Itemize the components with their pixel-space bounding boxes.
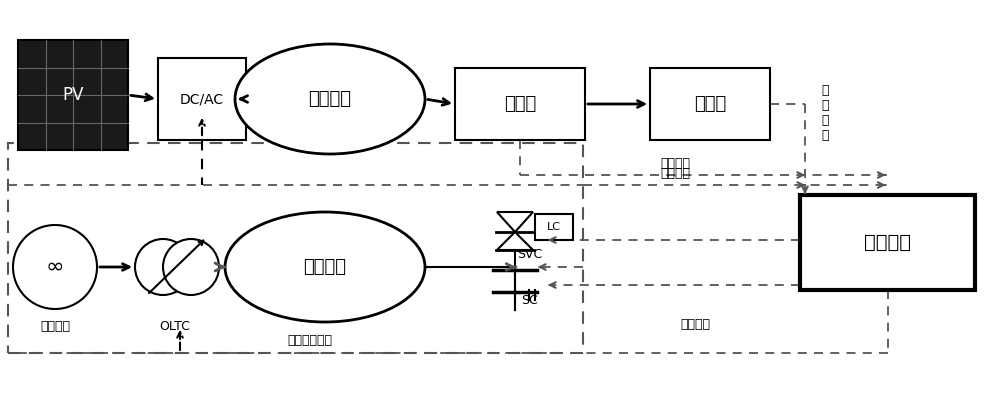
Bar xyxy=(535,214,573,240)
Text: 上级关口: 上级关口 xyxy=(40,320,70,333)
Text: DC/AC: DC/AC xyxy=(180,92,224,106)
Text: 功率平衡: 功率平衡 xyxy=(660,167,690,179)
Text: 电用户: 电用户 xyxy=(694,95,726,113)
Text: 电力市场环境: 电力市场环境 xyxy=(288,333,333,346)
Text: ∞: ∞ xyxy=(46,257,64,277)
Text: 电
能
质
量: 电 能 质 量 xyxy=(821,84,829,142)
Bar xyxy=(455,68,585,140)
Polygon shape xyxy=(497,212,533,232)
Ellipse shape xyxy=(13,225,97,309)
Text: 协调优化: 协调优化 xyxy=(864,233,911,252)
Ellipse shape xyxy=(225,212,425,322)
Text: 配电网: 配电网 xyxy=(504,95,536,113)
Bar xyxy=(800,195,975,290)
Text: SC: SC xyxy=(522,293,538,307)
Text: 状态参数: 状态参数 xyxy=(660,156,690,169)
Polygon shape xyxy=(497,232,533,250)
Text: 有功输出: 有功输出 xyxy=(309,90,352,108)
Text: 控制信号: 控制信号 xyxy=(680,318,710,331)
Ellipse shape xyxy=(235,44,425,154)
Bar xyxy=(8,143,583,353)
Text: 无功服务: 无功服务 xyxy=(304,258,347,276)
Ellipse shape xyxy=(163,239,219,295)
Text: OLTC: OLTC xyxy=(160,320,190,333)
Text: SVC: SVC xyxy=(517,248,543,261)
Text: PV: PV xyxy=(62,86,84,104)
Bar xyxy=(158,58,246,140)
Bar xyxy=(18,40,128,150)
Bar xyxy=(650,68,770,140)
Ellipse shape xyxy=(135,239,191,295)
Text: LC: LC xyxy=(547,222,561,232)
